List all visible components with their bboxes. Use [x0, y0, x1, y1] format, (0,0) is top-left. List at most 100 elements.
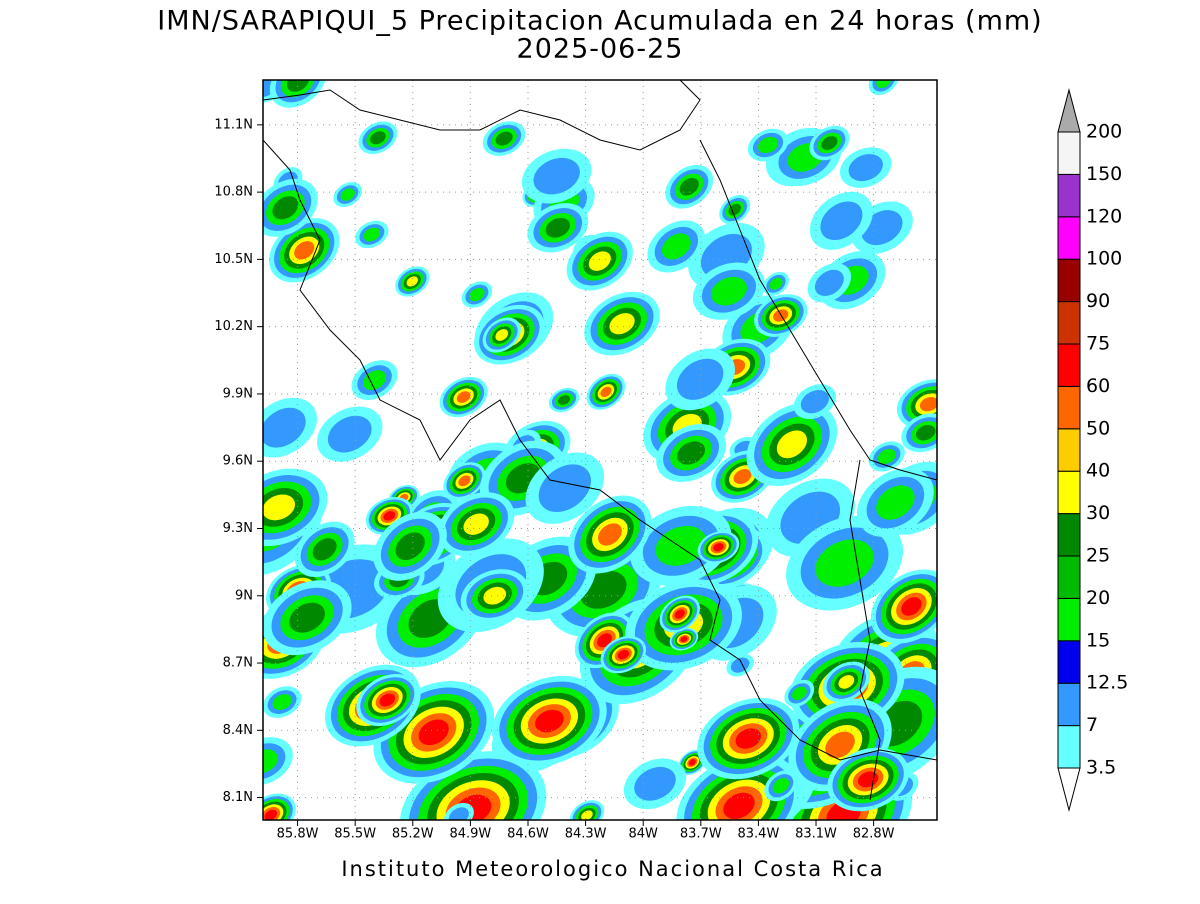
colorbar-over — [1057, 88, 1081, 133]
y-tick-label: 8.1N — [223, 790, 253, 805]
precip-contour — [406, 276, 418, 287]
precip-contour — [286, 80, 310, 92]
colorbar-box — [1057, 173, 1081, 218]
precip-contour — [538, 464, 591, 512]
x-tick-label: 85.5W — [334, 827, 376, 842]
precip-contour — [609, 313, 635, 335]
colorbar-label: 60 — [1086, 375, 1110, 397]
precip-contour — [469, 287, 485, 302]
precip-contour — [294, 241, 315, 260]
precip-contour — [272, 196, 299, 220]
precip-contour — [876, 80, 892, 89]
precip-contour — [901, 597, 922, 616]
precip-contour — [263, 407, 306, 448]
x-tick-label: 83.7W — [680, 827, 722, 842]
subtitle: 2025-06-25 — [517, 34, 684, 65]
precip-contour — [821, 136, 838, 150]
y-tick-label: 10.2N — [214, 319, 253, 334]
x-tick-label: 84.9W — [449, 827, 491, 842]
precip-contour — [919, 397, 937, 412]
x-tick-label: 85.8W — [277, 827, 319, 842]
y-tick-label: 10.5N — [214, 252, 253, 267]
y-tick-label: 11.1N — [214, 117, 253, 132]
precip-contour — [634, 766, 676, 801]
colorbar-box — [1057, 555, 1081, 599]
precip-contour — [533, 157, 580, 195]
precip-contour — [820, 201, 863, 241]
precip-contour — [495, 329, 509, 341]
precip-contour — [383, 511, 396, 521]
precip-contour — [458, 475, 471, 487]
precip-contour — [289, 602, 325, 633]
colorbar-box — [1057, 216, 1081, 260]
colorbar-box — [1057, 301, 1081, 345]
precip-contour — [379, 693, 396, 707]
precip-contour — [772, 778, 790, 794]
colorbar-box — [1057, 597, 1081, 642]
colorbar-label: 150 — [1086, 163, 1122, 185]
precip-contour — [676, 358, 724, 400]
precip-contour — [581, 810, 593, 820]
colorbar-label: 20 — [1086, 587, 1110, 609]
precip-contour — [263, 494, 296, 521]
y-tick-label: 9N — [235, 588, 253, 603]
colorbar-label: 30 — [1086, 502, 1110, 524]
colorbar-box — [1057, 682, 1081, 727]
x-tick-label: 83.4W — [738, 827, 780, 842]
colorbar-label: 7 — [1086, 714, 1098, 736]
precip-contour — [272, 694, 292, 711]
colorbar-label: 12.5 — [1086, 672, 1128, 694]
precip-contour — [535, 709, 564, 733]
colorbar-box — [1057, 470, 1081, 515]
precip-contour — [679, 177, 699, 196]
x-tick-label: 84.3W — [565, 827, 607, 842]
precip-contour — [312, 538, 337, 561]
map-frame — [262, 79, 938, 821]
precip-contour — [776, 430, 808, 459]
y-tick-label: 8.4N — [223, 723, 253, 738]
precip-contour — [600, 386, 612, 398]
colorbar-label: 40 — [1086, 460, 1110, 482]
precip-contour — [915, 424, 936, 441]
precip-contour — [463, 513, 489, 535]
precip-contour — [876, 485, 915, 520]
precip-field — [263, 80, 937, 820]
precip-contour — [710, 276, 748, 306]
precip-contour — [674, 609, 685, 619]
colorbar-label: 100 — [1086, 248, 1122, 270]
precip-contour — [363, 370, 387, 391]
colorbar-box — [1057, 131, 1081, 175]
precip-contour — [838, 675, 855, 689]
y-tick-label: 10.8N — [214, 185, 253, 200]
precip-contour — [327, 415, 372, 453]
colorbar-label: 120 — [1086, 205, 1122, 227]
precip-contour — [264, 809, 278, 820]
colorbar-box — [1057, 513, 1081, 557]
precip-contour — [363, 227, 381, 242]
precip-contour — [814, 269, 844, 297]
precip-contour — [588, 251, 611, 271]
x-tick-label: 85.2W — [392, 827, 434, 842]
colorbar-label: 90 — [1086, 290, 1110, 312]
precip-contour — [728, 203, 741, 216]
colorbar-label: 200 — [1086, 121, 1122, 143]
colorbar-box — [1057, 640, 1081, 684]
precip-contour — [877, 448, 896, 464]
colorbar-label: 15 — [1086, 629, 1110, 651]
coastlines — [263, 80, 937, 801]
grid: 85.8W 85.5W 85.2W 84.9W 84.6W 84.3W 84W 83.7W 83… — [214, 80, 937, 842]
colorbar: 3.5 7 12.5 15 20 25 30 40 50 60 75 90 100 120 150 200 — [1057, 88, 1128, 812]
precip-contour — [418, 719, 449, 746]
colorbar-box — [1057, 343, 1081, 387]
precip-contour — [825, 731, 855, 759]
precip-contour — [483, 586, 507, 605]
y-tick-label: 9.3N — [223, 521, 253, 536]
precip-contour — [617, 649, 630, 660]
precip-contour — [677, 441, 706, 465]
title: IMN/SARAPIQUI_5 Precipitacion Acumulada … — [157, 6, 1042, 37]
precip-contour — [680, 636, 688, 643]
precip-contour — [713, 543, 724, 552]
y-tick-label: 9.6N — [223, 454, 253, 469]
precip-contour — [735, 728, 762, 749]
precip-contour — [661, 233, 691, 260]
